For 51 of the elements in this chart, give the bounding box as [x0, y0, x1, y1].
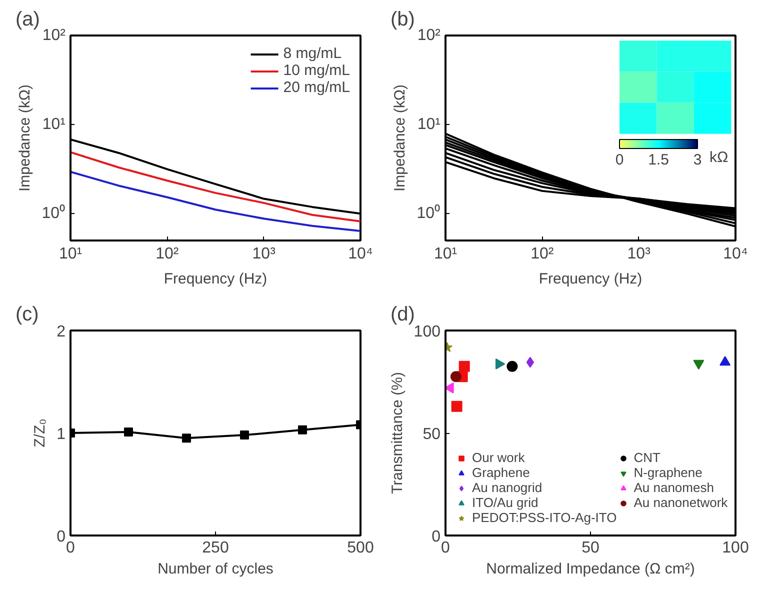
- x-tick-label: 10³: [252, 246, 276, 262]
- y-axis-title: Z/Z₀: [32, 418, 49, 448]
- x-tick-label: 50: [582, 540, 600, 556]
- color-bar-label: 3: [693, 152, 702, 168]
- y-axis-title: Transmittance (%): [388, 372, 406, 494]
- chart-title: (a): [16, 8, 40, 30]
- color-bar-label: 1.5: [648, 152, 669, 168]
- y-tick-label: 10²: [417, 27, 442, 44]
- x-axis-title: Frequency (Hz): [164, 270, 268, 288]
- x-axis-title: Frequency (Hz): [538, 270, 642, 288]
- legend-label: 20 mg/mL: [283, 79, 350, 96]
- color-bar-label: 0: [615, 152, 624, 168]
- x-tick-label: 100: [722, 540, 749, 556]
- y-tick-label: 2: [56, 324, 66, 340]
- legend-label: Au nanomesh: [634, 480, 714, 495]
- x-tick-label: 500: [347, 540, 374, 556]
- chart-title: (c): [16, 304, 39, 326]
- x-tick-label: 10⁴: [723, 246, 748, 262]
- x-tick-label: 10²: [530, 246, 554, 262]
- x-tick-label: 10³: [627, 246, 652, 262]
- y-tick-label: 50: [422, 426, 441, 443]
- y-tick-label: 10⁰: [416, 204, 440, 222]
- legend-label: Graphene: [472, 465, 530, 480]
- y-tick-label: 10¹: [42, 116, 66, 134]
- x-axis-title: Normalized Impedance (Ω cm²): [486, 560, 695, 578]
- x-tick-label: 10¹: [434, 246, 458, 262]
- legend-label: N-graphene: [634, 465, 702, 480]
- legend-label: 10 mg/mL: [283, 62, 350, 79]
- legend-label: 8 mg/mL: [283, 45, 342, 62]
- chart-title: (b): [390, 8, 415, 30]
- legend-label: ITO/Au grid: [472, 495, 538, 510]
- y-tick-label: 10⁰: [42, 204, 66, 222]
- legend-label: CNT: [634, 450, 660, 465]
- color-bar-title: kΩ: [710, 149, 728, 166]
- y-axis-title: Impedance (kΩ): [392, 84, 409, 192]
- legend-label: Au nanonetwork: [634, 495, 728, 510]
- x-axis-title: Number of cycles: [158, 560, 274, 578]
- x-tick-label: 250: [202, 540, 229, 556]
- chart-title: (d): [390, 304, 415, 326]
- legend-label: Au nanogrid: [472, 480, 542, 495]
- legend-label: Our work: [472, 450, 525, 465]
- legend-label: PEDOT:PSS-ITO-Ag-ITO: [472, 510, 617, 525]
- y-tick-label: 0: [56, 528, 66, 546]
- y-tick-label: 1: [56, 426, 66, 443]
- x-tick-label: 10⁴: [348, 246, 373, 262]
- y-tick-label: 10²: [42, 27, 66, 44]
- y-tick-label: 0: [432, 528, 441, 546]
- y-axis-title: Impedance (kΩ): [16, 84, 34, 192]
- x-tick-label: 10²: [156, 246, 180, 262]
- y-tick-label: 10¹: [417, 116, 440, 134]
- y-tick-label: 100: [414, 324, 441, 340]
